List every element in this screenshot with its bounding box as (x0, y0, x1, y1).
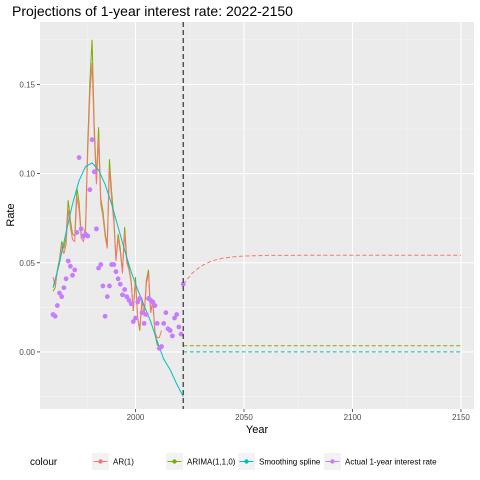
legend-label: ARIMA(1,1,0) (187, 458, 236, 467)
data-point-actual-1-year-interest-rate (152, 303, 158, 308)
data-point-actual-1-year-interest-rate (176, 324, 182, 330)
axis-ticks: 2000 2050 2100 2150 0.00 0.05 0.10 0.15 (19, 80, 470, 422)
legend-key-dot (98, 459, 103, 464)
data-point-actual-1-year-interest-rate (178, 331, 184, 337)
y-tick-label: 0.00 (19, 348, 35, 357)
y-tick-label: 0.15 (19, 80, 35, 89)
data-point-actual-1-year-interest-rate (128, 301, 134, 307)
data-point-actual-1-year-interest-rate (61, 285, 67, 291)
legend-label: Smoothing spline (259, 458, 321, 467)
x-tick-label: 2150 (452, 413, 470, 422)
data-point-actual-1-year-interest-rate (100, 283, 106, 289)
data-point-actual-1-year-interest-rate (154, 320, 160, 326)
series-line-smoothing-spline (52, 162, 184, 397)
data-point-actual-1-year-interest-rate (120, 292, 125, 298)
data-point-actual-1-year-interest-rate (96, 265, 101, 271)
data-point-actual-1-year-interest-rate (163, 310, 169, 316)
data-point-actual-1-year-interest-rate (102, 313, 108, 319)
data-point-actual-1-year-interest-rate (124, 294, 130, 300)
data-point-actual-1-year-interest-rate (135, 299, 141, 305)
legend-key-dot (172, 459, 177, 464)
chart-marks (50, 39, 461, 397)
data-point-actual-1-year-interest-rate (133, 315, 138, 321)
y-tick-label: 0.05 (19, 259, 35, 268)
data-point-actual-1-year-interest-rate (74, 230, 80, 235)
data-point-actual-1-year-interest-rate (70, 272, 75, 278)
legend-label: Actual 1-year interest rate (345, 458, 437, 467)
data-point-actual-1-year-interest-rate (117, 281, 123, 287)
y-axis-title: Rate (5, 203, 17, 226)
data-point-actual-1-year-interest-rate (180, 281, 186, 287)
data-point-actual-1-year-interest-rate (65, 258, 71, 264)
legend-label: AR(1) (113, 458, 134, 467)
y-tick-label: 0.10 (19, 170, 35, 179)
data-point-actual-1-year-interest-rate (52, 313, 58, 319)
plot-panel (40, 22, 474, 409)
legend-item-actual-1-year-interest-rate: Actual 1-year interest rate (324, 453, 437, 470)
data-point-actual-1-year-interest-rate (87, 187, 93, 193)
data-point-actual-1-year-interest-rate (167, 328, 173, 333)
data-point-actual-1-year-interest-rate (54, 303, 60, 308)
x-tick-label: 2100 (344, 413, 362, 422)
data-point-actual-1-year-interest-rate (115, 276, 121, 282)
legend-key-dot (244, 459, 249, 464)
data-point-actual-1-year-interest-rate (59, 294, 65, 300)
data-point-actual-1-year-interest-rate (72, 267, 78, 273)
legend-title: colour (30, 457, 58, 468)
legend: colour AR(1) ARIMA(1,1,0) Smoothing spline A… (30, 453, 437, 470)
data-point-actual-1-year-interest-rate (91, 169, 97, 175)
data-point-actual-1-year-interest-rate (113, 269, 119, 275)
data-point-actual-1-year-interest-rate (85, 233, 91, 239)
legend-item-ar-1: AR(1) (92, 453, 134, 470)
data-point-actual-1-year-interest-rate (76, 155, 82, 160)
legend-key-dot (330, 459, 335, 464)
data-point-actual-1-year-interest-rate (172, 315, 177, 321)
data-point-actual-1-year-interest-rate (89, 137, 95, 143)
data-point-actual-1-year-interest-rate (137, 296, 143, 301)
data-point-actual-1-year-interest-rate (174, 312, 180, 317)
data-point-actual-1-year-interest-rate (57, 290, 62, 296)
x-tick-label: 2050 (235, 413, 253, 422)
data-point-actual-1-year-interest-rate (104, 294, 110, 300)
data-point-actual-1-year-interest-rate (111, 262, 117, 267)
data-point-actual-1-year-interest-rate (139, 310, 145, 316)
data-point-actual-1-year-interest-rate (122, 287, 128, 292)
data-point-actual-1-year-interest-rate (98, 262, 104, 267)
data-point-actual-1-year-interest-rate (126, 297, 132, 303)
data-point-actual-1-year-interest-rate (67, 263, 73, 269)
data-point-actual-1-year-interest-rate (63, 276, 69, 282)
data-point-actual-1-year-interest-rate (143, 312, 149, 317)
data-point-actual-1-year-interest-rate (94, 226, 99, 232)
projection-line-ar-1 (182, 254, 461, 285)
data-point-actual-1-year-interest-rate (161, 320, 167, 326)
x-axis-title: Year (246, 424, 269, 436)
data-point-actual-1-year-interest-rate (141, 320, 147, 326)
data-point-actual-1-year-interest-rate (169, 333, 175, 339)
data-point-actual-1-year-interest-rate (78, 226, 84, 232)
chart-title: Projections of 1-year interest rate: 202… (12, 3, 293, 19)
data-point-actual-1-year-interest-rate (150, 299, 156, 305)
data-point-actual-1-year-interest-rate (159, 344, 164, 349)
legend-item-smoothing-spline: Smoothing spline (238, 453, 321, 470)
data-point-actual-1-year-interest-rate (107, 283, 112, 289)
data-point-actual-1-year-interest-rate (130, 319, 136, 325)
legend-item-arima-1-1-0: ARIMA(1,1,0) (166, 453, 236, 470)
x-tick-label: 2000 (127, 413, 145, 422)
